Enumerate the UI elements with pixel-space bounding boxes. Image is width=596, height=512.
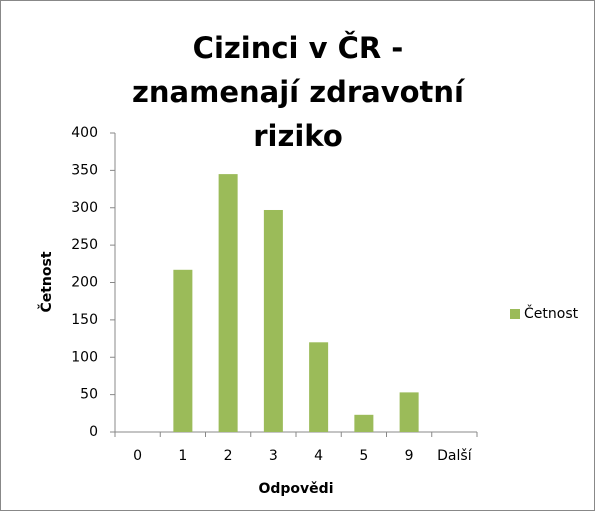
y-tick-label: 0 [89,424,98,440]
bar [309,342,329,432]
y-tick-label: 50 [80,387,98,403]
y-tick-label: 200 [71,275,98,291]
x-tick-label: 9 [405,448,414,464]
x-tick-label: 2 [224,448,233,464]
bar [399,392,419,432]
y-tick-label: 400 [71,125,98,141]
x-axis-label: Odpovědi [258,481,333,497]
y-axis-label: Četnost [37,251,55,312]
x-tick-label: 0 [133,448,142,464]
chart-title: Cizinci v ČR - znamenají zdravotní rizik… [132,31,464,153]
y-tick-label: 150 [71,312,98,328]
y-tick-label: 100 [71,349,98,365]
legend-swatch [510,309,520,319]
x-tick-label: 3 [269,448,278,464]
x-tick-label: Další [437,448,473,464]
bar [354,414,374,432]
bar [173,269,193,432]
bar [263,209,283,432]
legend-label: Četnost [524,304,579,322]
y-tick-label: 300 [71,200,98,216]
y-tick-label: 350 [71,162,98,178]
x-tick-label: 1 [178,448,187,464]
x-tick-label: 4 [314,448,323,464]
x-tick-label: 5 [359,448,368,464]
bar [218,174,238,433]
y-tick-label: 250 [71,237,98,253]
